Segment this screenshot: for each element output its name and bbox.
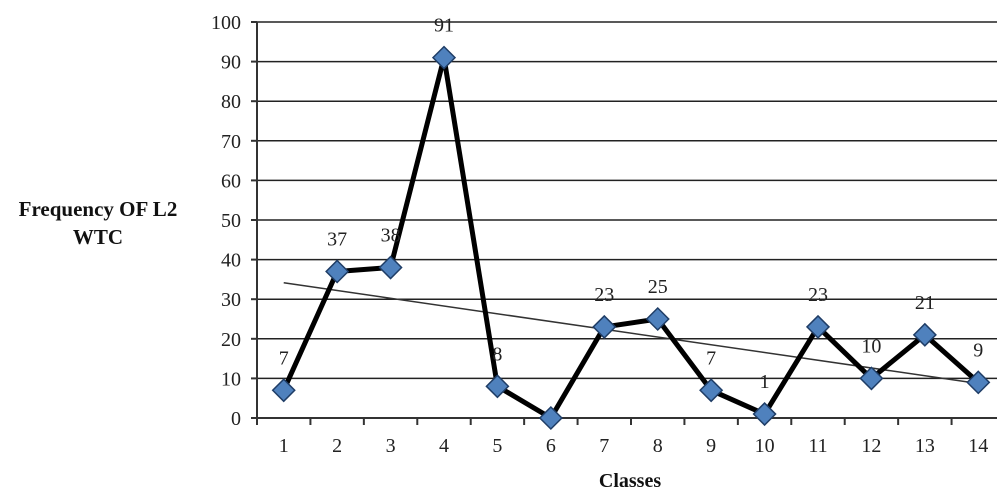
y-tick-label: 80	[221, 91, 241, 113]
data-label: 91	[434, 15, 454, 37]
data-point-marker	[378, 255, 403, 280]
x-tick-label: 9	[706, 435, 716, 457]
y-tick-label: 60	[221, 170, 241, 192]
data-point-marker	[431, 45, 457, 70]
trendline	[283, 282, 979, 385]
data-point-marker	[752, 401, 777, 427]
series-line	[281, 55, 980, 421]
data-label: 23	[808, 284, 828, 306]
data-point-marker	[592, 314, 617, 339]
data-label: 7	[706, 347, 716, 369]
y-tick-label: 70	[221, 131, 241, 153]
x-tick-label: 12	[861, 435, 881, 457]
data-point-marker	[859, 366, 884, 391]
x-tick-label: 4	[439, 435, 449, 457]
x-tick-label: 5	[492, 435, 502, 457]
x-tick-label: 10	[755, 435, 775, 457]
data-label: 37	[327, 228, 347, 250]
data-label: 7	[279, 347, 289, 369]
data-point-marker	[966, 370, 991, 395]
x-tick-label: 3	[386, 435, 396, 457]
x-tick-label: 2	[332, 435, 342, 457]
x-tick-label: 8	[653, 435, 663, 457]
data-point-marker	[699, 378, 724, 403]
y-tick-label: 30	[221, 289, 241, 311]
y-tick-label: 50	[221, 210, 241, 232]
x-tick-label: 13	[915, 435, 935, 457]
data-label: 9	[973, 339, 983, 361]
x-tick-label: 14	[968, 435, 988, 457]
y-tick-label: 100	[211, 12, 241, 34]
y-tick-label: 40	[221, 250, 241, 272]
data-label: 1	[760, 371, 770, 393]
y-axis-title-line-2: WTC	[73, 225, 123, 249]
data-label: 23	[594, 284, 614, 306]
x-tick-label: 6	[546, 435, 556, 457]
data-point-marker	[325, 259, 350, 284]
x-tick-label: 11	[808, 435, 827, 457]
data-label: 10	[861, 335, 881, 357]
data-point-marker	[645, 306, 670, 332]
x-axis-title: Classes	[599, 470, 661, 492]
data-label: 21	[915, 292, 935, 314]
data-label: 8	[492, 343, 502, 365]
y-tick-label: 20	[221, 329, 241, 351]
data-point-marker	[271, 378, 296, 403]
data-label: 38	[381, 225, 401, 247]
data-point-marker	[912, 322, 937, 347]
y-axis-title-line-1: Frequency OF L2	[19, 197, 178, 221]
x-tick-label: 1	[279, 435, 289, 457]
y-tick-label: 0	[231, 408, 241, 430]
y-tick-label: 10	[221, 368, 241, 390]
data-label: 25	[648, 276, 668, 298]
data-point-marker	[538, 405, 563, 431]
y-tick-label: 90	[221, 52, 241, 74]
x-tick-label: 7	[599, 435, 609, 457]
data-point-marker	[485, 374, 510, 399]
data-point-marker	[805, 314, 831, 339]
